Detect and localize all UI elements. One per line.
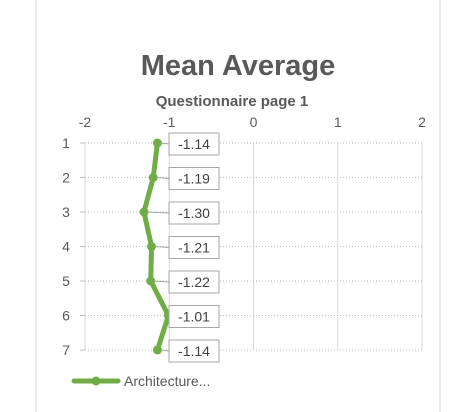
- chart-title: Mean Average: [141, 50, 336, 82]
- x-axis: -2 -1 0 1 2: [79, 114, 426, 130]
- legend-label: Architecture...: [124, 373, 210, 389]
- y-tick-label: 2: [62, 170, 70, 186]
- y-tick-label: 4: [62, 239, 70, 255]
- data-labels: -1.14 -1.19 -1.30 -1.21 -1.22 -1.01 -1.14: [146, 132, 220, 363]
- y-tick-label: 3: [62, 204, 70, 220]
- data-label-leader: [154, 246, 170, 248]
- legend: Architecture...: [71, 373, 210, 389]
- data-label-leader: [160, 142, 170, 145]
- data-point: [148, 173, 158, 182]
- data-label-box: [168, 236, 220, 259]
- y-tick-label: 1: [62, 135, 70, 151]
- chart-subtitle: Questionnaire page 1: [156, 93, 309, 110]
- x-tick-label: -2: [79, 114, 92, 130]
- data-label-leader: [160, 349, 170, 352]
- y-tick-label: 6: [62, 308, 70, 324]
- x-tick-label: 2: [418, 114, 426, 130]
- data-label-box: [168, 167, 220, 190]
- data-label-leader: [146, 211, 170, 214]
- series-group: [139, 138, 173, 355]
- data-label-leader: [156, 177, 170, 179]
- y-axis: 1 2 3 4 5 6 7: [62, 135, 70, 358]
- data-label: -1.01: [178, 309, 210, 325]
- data-point: [152, 138, 162, 148]
- data-point: [147, 242, 157, 251]
- data-label-box: [168, 339, 220, 363]
- data-label: -1.21: [178, 240, 210, 256]
- data-label-box: [168, 270, 220, 294]
- data-label-box: [168, 132, 220, 156]
- grid: [80, 142, 423, 351]
- data-label-box: [168, 305, 220, 328]
- x-tick-label: 0: [250, 114, 258, 130]
- data-label-box: [168, 201, 220, 225]
- data-label-leader: [153, 280, 170, 283]
- data-label: -1.22: [178, 274, 210, 290]
- y-tick-label: 7: [62, 342, 70, 358]
- legend-marker: [91, 376, 101, 386]
- data-label: -1.14: [178, 136, 210, 152]
- data-point: [152, 345, 162, 355]
- data-point: [146, 276, 156, 286]
- data-label: -1.14: [178, 343, 210, 359]
- data-point: [139, 207, 149, 217]
- y-tick-label: 5: [62, 273, 70, 289]
- data-label: -1.30: [178, 205, 210, 221]
- x-tick-label: 1: [334, 114, 342, 130]
- data-label: -1.19: [178, 171, 210, 187]
- x-tick-label: -1: [163, 114, 176, 130]
